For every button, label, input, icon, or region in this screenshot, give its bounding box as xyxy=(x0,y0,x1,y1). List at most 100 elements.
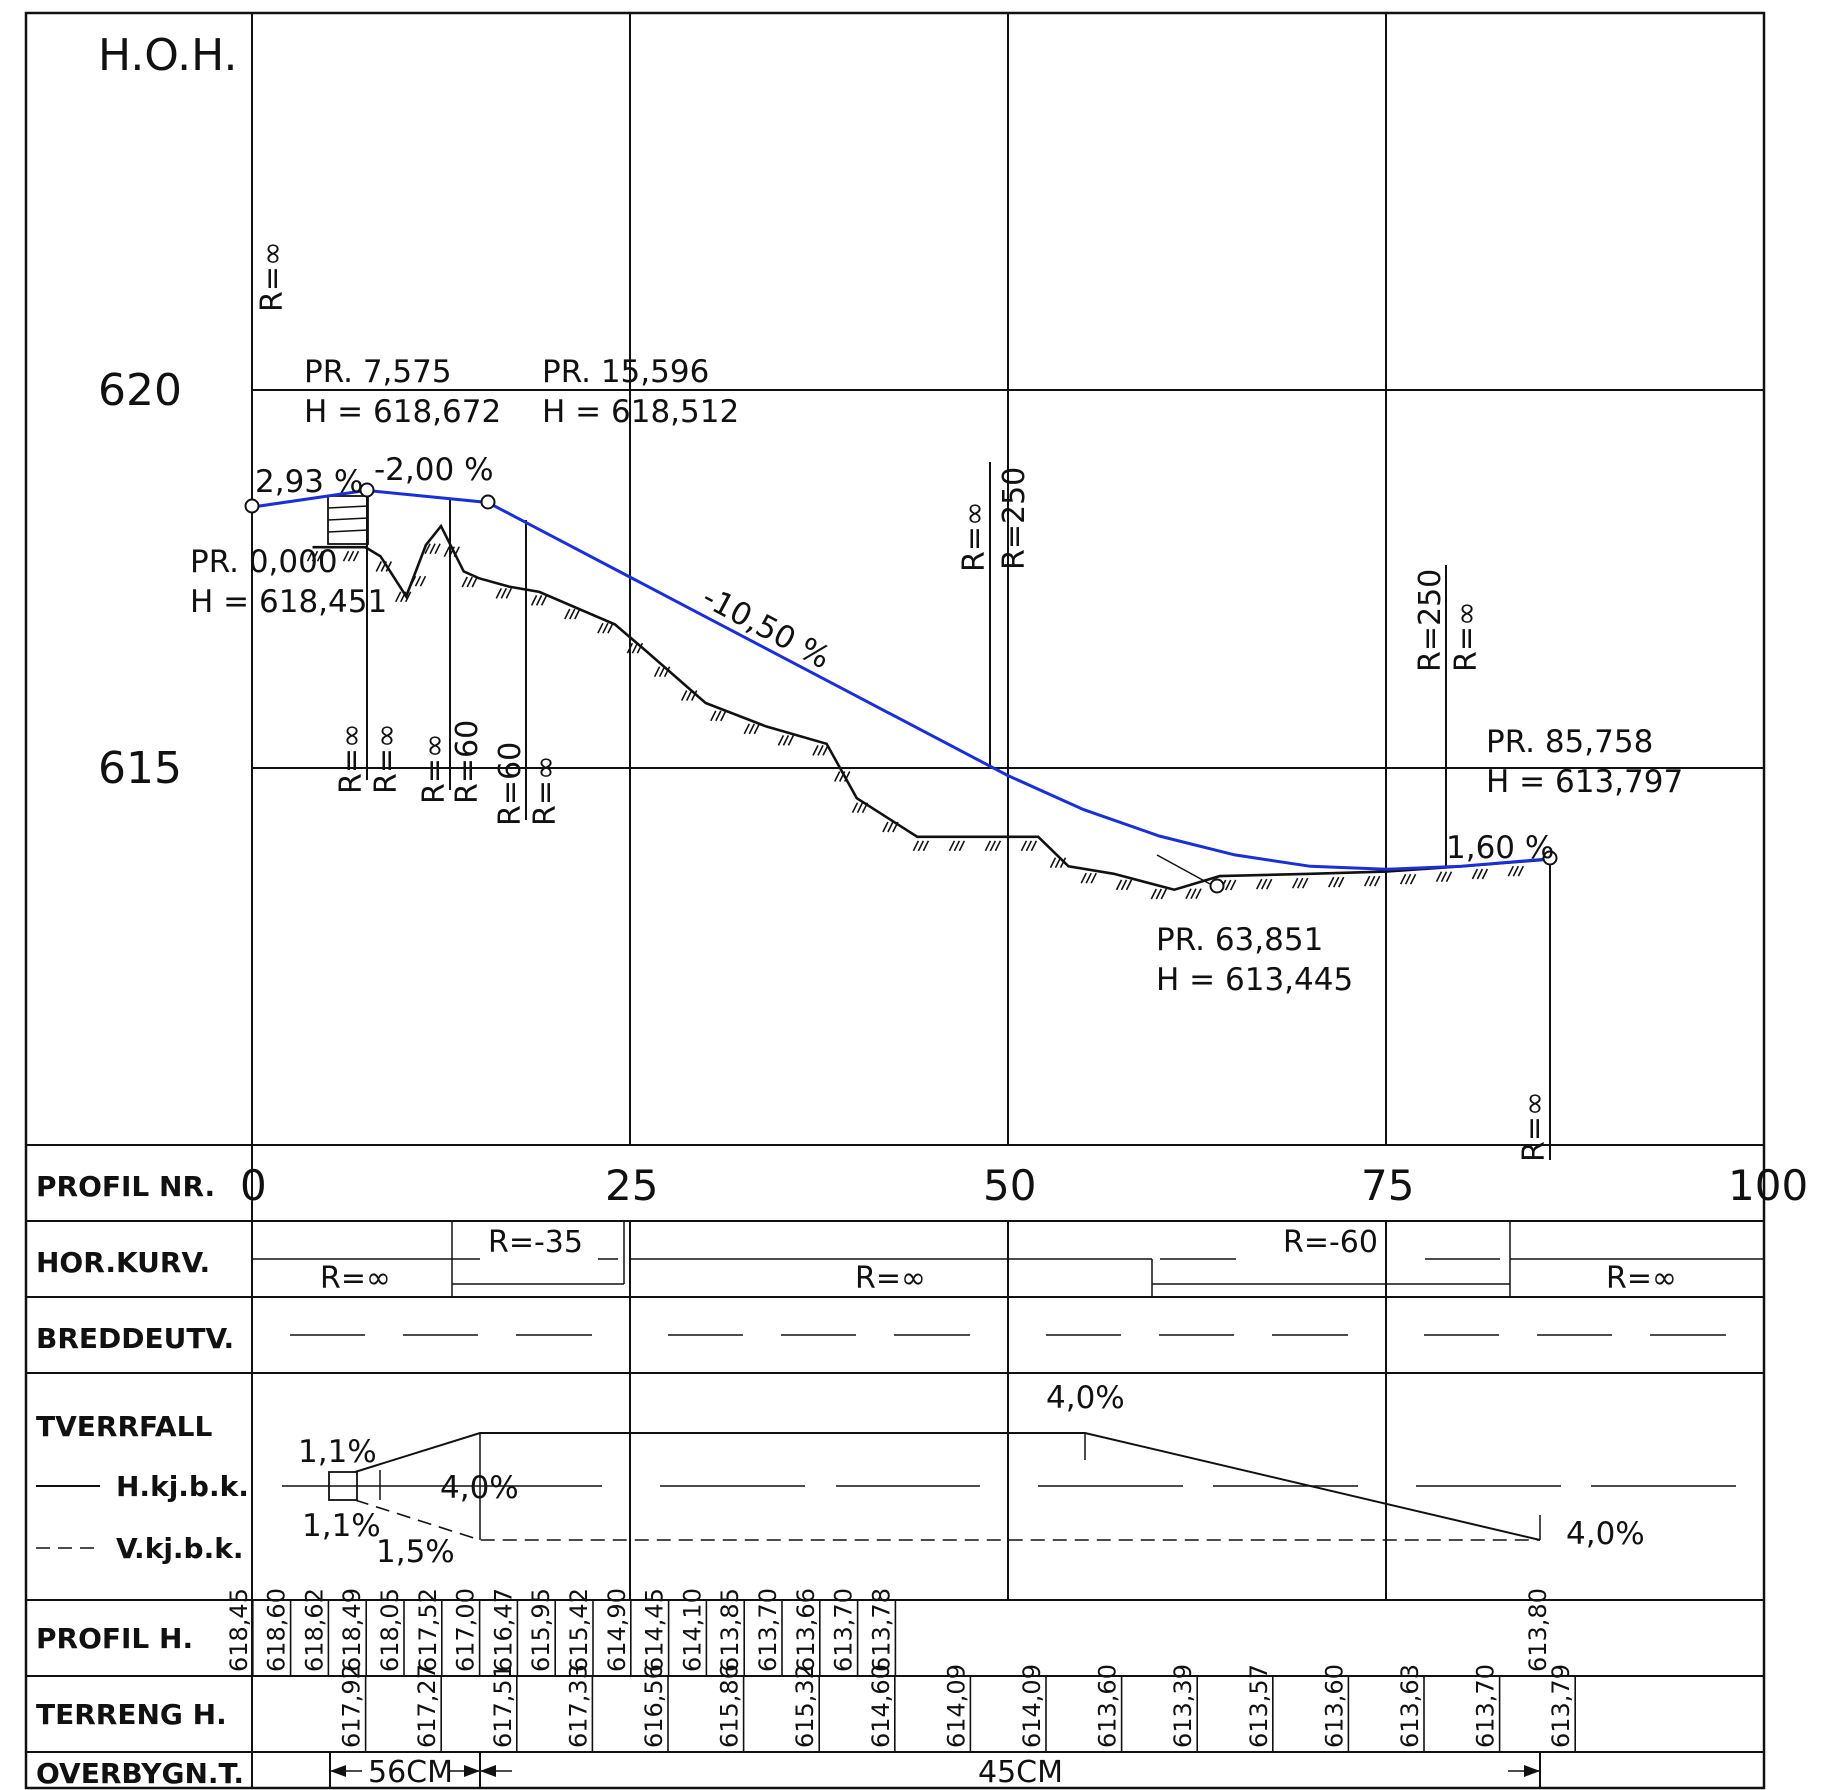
hatch-mark xyxy=(680,690,688,701)
profil-tick-75: 75 xyxy=(1361,1161,1414,1210)
hatch-mark xyxy=(1373,875,1381,887)
hatch-mark xyxy=(838,771,846,782)
hatch-mark xyxy=(653,666,661,678)
hatch-mark xyxy=(663,666,671,678)
hor-kurv-label: HOR.KURV. xyxy=(36,1246,210,1279)
profil-h-value: 613,80 xyxy=(1524,1588,1552,1672)
hatch-mark xyxy=(597,622,604,634)
hatch-mark xyxy=(1150,888,1158,900)
pr63-marker xyxy=(1209,878,1225,894)
hatch-mark xyxy=(466,576,473,588)
station-markers xyxy=(244,482,1558,894)
hatch-mark xyxy=(1409,873,1417,885)
terreng-h-value: 613,60 xyxy=(1094,1664,1122,1748)
hatch-mark xyxy=(1399,873,1407,885)
terreng-h-value: 614,09 xyxy=(942,1664,970,1748)
terreng-h-label: TERRENG H. xyxy=(36,1698,227,1731)
hatch-mark xyxy=(1190,888,1197,900)
hatch-mark xyxy=(1229,879,1237,891)
hatch-mark xyxy=(1020,840,1028,852)
hatch-mark xyxy=(453,546,461,558)
terreng-h-value: 614,60 xyxy=(867,1664,895,1748)
overbygn-values: 56CM 45CM xyxy=(368,1755,1063,1790)
hatch-mark xyxy=(424,543,431,555)
hatch-mark xyxy=(316,550,324,562)
profil-h-value: 618,60 xyxy=(263,1588,291,1672)
hatch-mark xyxy=(574,608,581,620)
radius-label-k: R=∞ xyxy=(1517,1091,1552,1162)
legend-h-label: H.kj.b.k. xyxy=(116,1470,249,1503)
hatch-mark xyxy=(471,576,478,588)
hatch-mark xyxy=(569,608,576,620)
profil-h-value: 613,85 xyxy=(716,1588,744,1672)
terreng-h-value: 613,63 xyxy=(1396,1664,1424,1748)
profil-h-value: 617,00 xyxy=(452,1588,480,1672)
legend-v-label: V.kj.b.k. xyxy=(116,1532,244,1565)
hatch-mark xyxy=(882,821,889,833)
plot-grid xyxy=(26,13,1765,1146)
hor-kurv-seg-1: R=∞ xyxy=(320,1261,391,1296)
terrain-hatching xyxy=(306,543,1525,900)
terreng-h-band: 617,92 617,27 617,51 617,33 616,56 615,86 615,… xyxy=(338,1664,1576,1752)
hor-kurv-seg-3: R=∞ xyxy=(855,1261,926,1296)
tverrfall-band xyxy=(282,1432,1736,1541)
profil-h-value: 615,95 xyxy=(527,1588,555,1672)
hatch-mark xyxy=(1155,888,1163,900)
hatch-mark xyxy=(1363,875,1371,887)
hatch-mark xyxy=(1255,878,1263,890)
road-profile-line xyxy=(251,488,1549,871)
radius-label-start: R=∞ xyxy=(255,241,290,312)
hatch-mark xyxy=(1445,871,1453,883)
radius-labels: R=∞ R=∞ R=∞ R=∞ R=60 R=60 R=∞ R=∞ R=250 … xyxy=(255,241,1552,1162)
tverrfall-values: 1,1% 1,1% 1,5% 4,0% 4,0% 4,0% xyxy=(298,1380,1645,1570)
hatch-mark xyxy=(1481,868,1489,880)
overbygn-band xyxy=(329,1752,1541,1788)
terreng-h-value: 613,57 xyxy=(1245,1664,1273,1748)
hatch-mark xyxy=(495,588,503,599)
hatch-mark xyxy=(748,723,756,735)
breddeutv-label: BREDDEUTV. xyxy=(36,1322,234,1355)
hatch-mark xyxy=(753,723,761,735)
hatch-mark xyxy=(958,840,966,852)
hatch-mark xyxy=(710,710,717,722)
pr85-station: PR. 85,758 xyxy=(1486,724,1653,760)
pr85-marker xyxy=(1542,850,1558,866)
terreng-h-value: 616,56 xyxy=(640,1664,668,1748)
profil-tick-50: 50 xyxy=(983,1161,1036,1210)
hatch-mark xyxy=(443,546,451,558)
hatch-mark xyxy=(777,735,785,746)
hatch-mark xyxy=(1476,868,1484,880)
radius-label-b: R=∞ xyxy=(369,723,404,794)
pr15-marker xyxy=(480,494,496,510)
profil-h-label: PROFIL H. xyxy=(36,1622,193,1655)
hor-kurv-values: R=∞ R=-35 R=∞ R=-60 R=∞ xyxy=(320,1225,1677,1296)
y-tick-615: 615 xyxy=(98,743,182,794)
terrain-line xyxy=(312,523,1549,892)
hatch-mark xyxy=(1517,865,1525,877)
hatch-mark xyxy=(1125,879,1133,891)
hatch-mark xyxy=(892,821,899,833)
profil-h-value: 618,45 xyxy=(225,1588,253,1672)
hatch-mark xyxy=(1030,840,1038,852)
hatch-mark xyxy=(429,543,436,555)
hatch-mark xyxy=(1090,872,1097,884)
hatch-mark xyxy=(1265,878,1273,890)
pr63-height: H = 613,445 xyxy=(1156,962,1353,998)
hatch-mark xyxy=(404,591,412,603)
station-annotations: PR. 0,000 H = 618,451 PR. 7,575 H = 618,… xyxy=(190,354,1683,998)
hatch-mark xyxy=(856,802,864,814)
profil-h-value: 613,70 xyxy=(754,1588,782,1672)
hatch-mark xyxy=(631,642,639,654)
hatch-mark xyxy=(812,745,819,756)
profil-h-value: 618,49 xyxy=(338,1588,366,1672)
grade-label-2: -2,00 % xyxy=(374,452,494,488)
hatch-mark xyxy=(1025,840,1033,852)
hor-kurv-seg-5: R=∞ xyxy=(1606,1261,1677,1296)
terreng-h-value: 613,39 xyxy=(1169,1664,1197,1748)
grade-label-3: -10,50 % xyxy=(696,579,836,676)
hatch-mark xyxy=(1507,865,1515,877)
hatch-mark xyxy=(607,622,614,634)
profil-h-value: 616,47 xyxy=(489,1588,517,1672)
terreng-h-value: 613,60 xyxy=(1320,1664,1348,1748)
